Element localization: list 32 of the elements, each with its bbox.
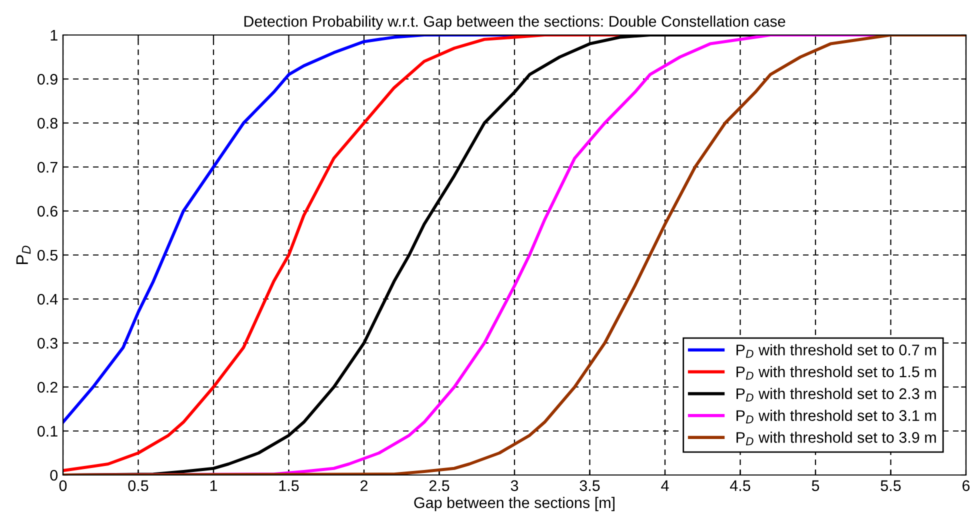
legend-label: P$_{D}$ with threshold set to 3.9 m	[736, 432, 936, 446]
x-tick-label: 1	[210, 480, 218, 491]
x-axis-title: Gap between the sections [m]	[414, 496, 614, 512]
y-tick-label: 0.5	[38, 250, 58, 261]
x-tick-label: 4	[661, 480, 669, 491]
x-tick-label: 3	[510, 480, 518, 492]
x-tick-label: 4.5	[730, 480, 750, 492]
x-tick-label: 5	[812, 480, 820, 492]
x-tick-label: 6	[962, 480, 970, 492]
legend-label: P$_{D}$ with threshold set to 0.7 m	[736, 344, 936, 358]
y-tick-label: 0.3	[38, 338, 58, 349]
x-tick-label: 1.5	[279, 480, 299, 492]
y-tick-label: 0.1	[38, 426, 58, 437]
x-tick-label: 2	[360, 480, 368, 491]
y-tick-label: 1	[50, 30, 58, 41]
y-tick-label: 0.8	[38, 118, 58, 129]
x-tick-label: 2.5	[429, 480, 450, 492]
x-tick-label: 3.5	[580, 480, 600, 492]
y-axis-title: P$_{D}$	[16, 246, 31, 264]
y-tick-label: 0	[50, 470, 58, 481]
x-tick-label: 0.5	[128, 480, 148, 492]
x-tick-label: 5.5	[880, 480, 901, 492]
y-tick-label: 0.9	[38, 74, 58, 85]
legend-label: P$_{D}$ with threshold set to 3.1 m	[736, 410, 936, 424]
y-tick-label: 0.4	[38, 294, 58, 305]
x-tick-label: 0	[59, 480, 67, 492]
legend-label: P$_{D}$ with threshold set to 1.5 m	[736, 366, 936, 380]
y-tick-label: 0.7	[38, 162, 58, 173]
legend-label: P$_{D}$ with threshold set to 2.3 m	[736, 388, 936, 402]
y-tick-label: 0.6	[38, 206, 58, 217]
y-tick-label: 0.2	[38, 382, 58, 393]
chart-title: Detection Probability w.r.t. Gap between the sections: Double Constellation case	[244, 16, 786, 30]
